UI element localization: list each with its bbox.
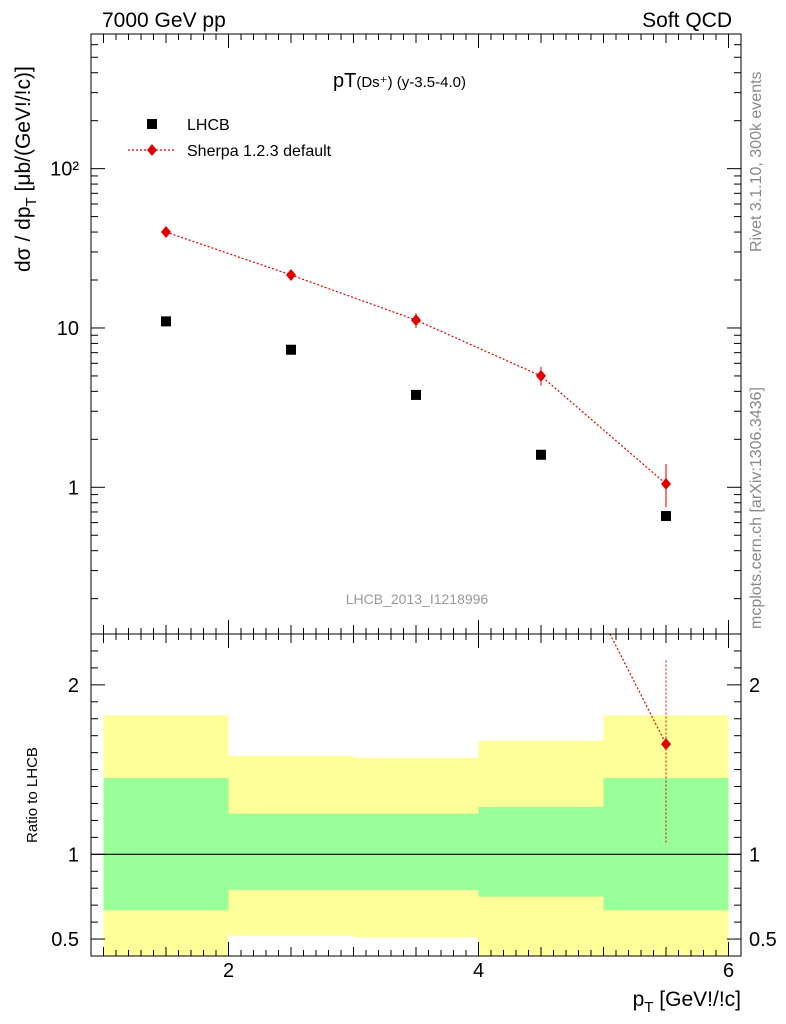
top-y-axis-label-sub: T	[23, 197, 40, 206]
top-axis-ticks	[91, 33, 741, 634]
plot-title-paren: (Ds⁺)	[356, 74, 392, 91]
rivet-version-label: Rivet 3.1.10, 300k events	[748, 71, 765, 252]
sherpa-ratio-line	[609, 634, 667, 745]
top-y-tick-label: 10²	[50, 159, 79, 181]
bottom-y-tick-label-left: 2	[68, 675, 79, 697]
analysis-watermark: LHCB_2013_I1218996	[346, 591, 489, 607]
x-tick-label: 2	[223, 960, 234, 982]
sherpa-point	[661, 477, 671, 490]
lhcb-point	[161, 316, 171, 327]
top-y-axis-label: dσ / dpT [μb/(GeV!/!c)]	[12, 66, 40, 272]
sherpa-point	[536, 369, 546, 382]
top-y-tick-label: 10	[57, 318, 79, 340]
legend-marker-lhcb	[147, 119, 157, 129]
bottom-y-tick-label-right: 1	[749, 844, 760, 866]
x-axis-label-main: p	[633, 988, 645, 1011]
ratio-band-green	[478, 806, 604, 897]
bottom-axis-ticks	[91, 633, 741, 957]
top-y-axis-label-main: dσ / dp	[12, 206, 35, 272]
x-axis-label-unit: [GeV!/!c]	[653, 988, 741, 1011]
legend: LHCB Sherpa 1.2.3 default	[128, 117, 332, 160]
bottom-y-tick-labels: 0.5 0.5 1 1 2 2	[51, 675, 777, 951]
plot-title: pT(Ds⁺) (y-3.5-4.0)	[333, 70, 466, 92]
header-left-label: 7000 GeV pp	[102, 9, 226, 32]
top-data-layer	[161, 226, 671, 522]
x-tick-label: 4	[473, 960, 484, 982]
top-y-tick-label: 1	[68, 477, 79, 499]
lhcb-point	[286, 344, 296, 355]
sherpa-series-line	[165, 231, 667, 485]
x-tick-labels: 2 4 6	[223, 960, 734, 982]
plot-title-main: pT	[333, 70, 356, 92]
ratio-band-green	[353, 813, 479, 890]
x-axis-label: pT [GeV!/!c]	[633, 988, 741, 1016]
header-right-label: Soft QCD	[642, 9, 732, 32]
bottom-y-tick-label-right: 0.5	[749, 929, 777, 951]
sherpa-point	[411, 314, 421, 327]
plot-title-rest: (y-3.5-4.0)	[393, 74, 466, 91]
ratio-data-layer	[536, 492, 671, 843]
bottom-plot-frame	[90, 633, 742, 957]
top-y-axis-label-unit: [μb/(GeV!/!c)]	[12, 66, 35, 197]
main-plot-panel: 1 10 10² pT(Ds⁺) (y-3.5-4.0) LHCB Sherpa 1…	[12, 33, 742, 635]
lhcb-point	[661, 511, 671, 522]
lhcb-point	[411, 389, 421, 400]
bottom-y-tick-label-left: 1	[68, 844, 79, 866]
bottom-y-tick-label-left: 0.5	[51, 929, 79, 951]
ratio-band-green	[103, 778, 229, 911]
bottom-y-tick-label-right: 2	[749, 675, 760, 697]
mcplots-label: mcplots.cern.ch [arXiv:1306.3436]	[748, 387, 765, 629]
sherpa-point	[161, 226, 171, 239]
legend-label-lhcb: LHCB	[187, 117, 230, 134]
ratio-plot-panel: 0.5 0.5 1 1 2 2 2 4 6 Ratio to LHCB pT [GeV!/!c…	[24, 492, 777, 1016]
lhcb-point	[536, 449, 546, 460]
x-axis-label-sub: T	[644, 999, 653, 1016]
sherpa-ratio-point	[536, 492, 546, 504]
top-y-tick-labels: 1 10 10²	[50, 159, 79, 500]
ratio-band-green	[603, 778, 729, 911]
ratio-uncertainty-bands	[103, 715, 729, 956]
x-tick-label: 6	[723, 960, 734, 982]
ratio-y-axis-label: Ratio to LHCB	[24, 747, 41, 843]
sherpa-ratio-point	[661, 738, 671, 751]
legend-marker-sherpa	[147, 144, 157, 156]
ratio-band-green	[228, 813, 354, 890]
sherpa-point	[286, 269, 296, 282]
legend-label-sherpa: Sherpa 1.2.3 default	[187, 143, 332, 160]
